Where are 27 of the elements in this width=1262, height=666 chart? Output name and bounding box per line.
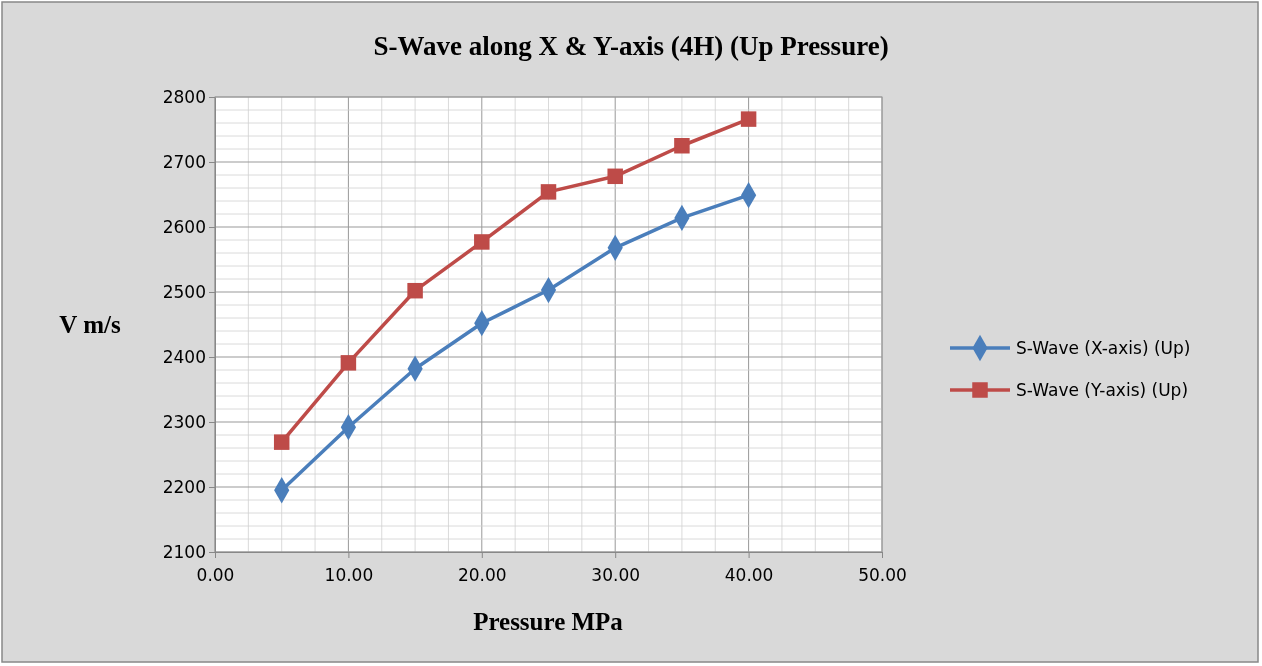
y-tick-label: 2700 xyxy=(162,151,206,172)
legend-label: S-Wave (Y-axis) (Up) xyxy=(1016,380,1189,400)
y-tick-label: 2600 xyxy=(162,216,206,237)
point xyxy=(540,184,557,200)
chart-title: S-Wave along X & Y-axis (4H) (Up Pressure) xyxy=(373,31,889,61)
y-tick-label: 2400 xyxy=(162,346,206,367)
y-tick-label: 2300 xyxy=(162,411,206,432)
point xyxy=(474,234,490,250)
y-axis-title: V m/s xyxy=(59,311,121,338)
x-axis-title: Pressure MPa xyxy=(473,608,624,635)
point xyxy=(273,434,290,450)
x-tick-label: 20.00 xyxy=(457,565,507,586)
point xyxy=(674,138,690,154)
point xyxy=(407,282,423,299)
point xyxy=(607,168,623,185)
x-tick-label: 50.00 xyxy=(858,565,907,586)
point xyxy=(740,111,757,127)
y-tick-label: 2100 xyxy=(162,541,206,562)
y-tick-label: 2200 xyxy=(162,476,206,497)
x-tick-label: 40.00 xyxy=(724,565,774,586)
x-tick-label: 30.00 xyxy=(591,565,641,586)
y-tick-label: 2500 xyxy=(162,281,206,302)
x-tick-label: 0.00 xyxy=(196,565,235,586)
legend-label: S-Wave (X-axis) (Up) xyxy=(1016,338,1191,358)
y-tick-label: 2800 xyxy=(162,86,206,107)
point xyxy=(340,355,357,371)
x-tick-label: 10.00 xyxy=(324,565,374,586)
